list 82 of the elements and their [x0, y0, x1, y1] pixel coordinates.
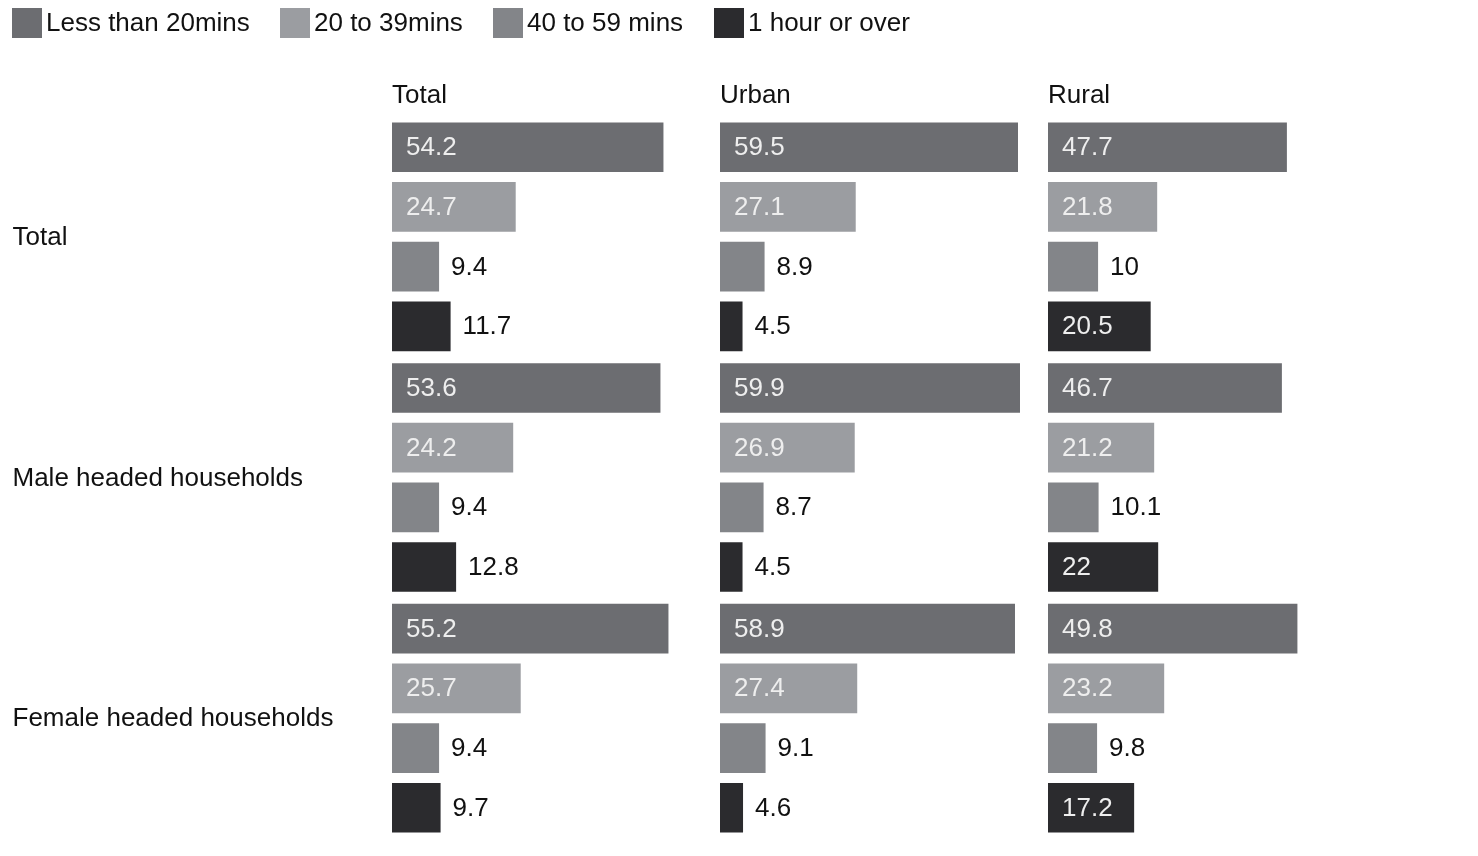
data-label: 8.7 — [775, 491, 812, 522]
data-label: 24.7 — [406, 190, 457, 221]
bar — [720, 603, 1015, 654]
data-label: 26.9 — [734, 431, 785, 462]
data-label: 10 — [1110, 250, 1140, 281]
data-label: 12.8 — [468, 551, 519, 582]
bar — [392, 723, 440, 773]
data-label: 9.1 — [777, 732, 814, 763]
data-label: 46.7 — [1062, 371, 1113, 402]
data-label: 47.7 — [1062, 131, 1113, 162]
bar — [1048, 182, 1158, 232]
bar — [1048, 542, 1159, 592]
bar — [392, 663, 521, 714]
bar — [1048, 363, 1282, 413]
data-label: 9.4 — [451, 250, 488, 281]
data-label: 17.2 — [1062, 791, 1113, 822]
bar — [392, 122, 664, 172]
bar — [720, 422, 855, 473]
data-label: 9.4 — [451, 732, 488, 763]
bar — [392, 363, 661, 413]
bar — [392, 542, 457, 592]
bar — [1048, 663, 1165, 714]
data-label: 4.5 — [754, 310, 791, 341]
data-label: 25.7 — [406, 672, 457, 703]
data-label: 21.2 — [1062, 431, 1113, 462]
bar — [720, 663, 858, 714]
bar — [720, 723, 766, 773]
data-label: 9.4 — [451, 491, 488, 522]
data-label: 59.9 — [734, 371, 785, 402]
data-label: 55.2 — [406, 612, 457, 643]
data-label: 21.8 — [1062, 190, 1113, 221]
bar — [392, 783, 441, 833]
bar — [720, 301, 743, 352]
bar — [1048, 122, 1287, 172]
legend-label: 20 to 39mins — [314, 7, 463, 37]
chart-title: Rural — [1048, 79, 1111, 109]
y-tick-label: Female headed households — [12, 702, 334, 733]
bar — [1048, 422, 1155, 473]
data-label: 27.1 — [734, 190, 785, 221]
bar — [392, 301, 451, 352]
data-label: 23.2 — [1062, 672, 1113, 703]
data-label: 20.5 — [1062, 310, 1113, 341]
y-tick-label: Male headed households — [12, 461, 304, 492]
bar — [720, 482, 764, 533]
bar — [392, 182, 516, 232]
data-label: 24.2 — [406, 431, 457, 462]
bar — [720, 783, 744, 833]
chart-title: Total — [392, 79, 447, 109]
bar — [720, 363, 1020, 413]
data-label: 4.6 — [755, 791, 792, 822]
bar — [1048, 482, 1099, 533]
data-label: 27.4 — [734, 672, 785, 703]
data-label: 53.6 — [406, 371, 457, 402]
bar — [392, 603, 669, 654]
data-label: 4.5 — [754, 551, 791, 582]
data-label: 9.8 — [1109, 732, 1146, 763]
data-label: 22 — [1062, 551, 1091, 582]
legend-label: 1 hour or over — [748, 7, 911, 37]
bar — [392, 482, 440, 533]
bar — [720, 122, 1018, 172]
data-label: 54.2 — [406, 131, 457, 162]
bar — [720, 182, 856, 232]
data-label: 59.5 — [734, 131, 785, 162]
bar — [392, 241, 440, 292]
bar — [1048, 783, 1135, 833]
data-label: 49.8 — [1062, 612, 1113, 643]
data-label: 58.9 — [734, 612, 785, 643]
data-label: 10.1 — [1110, 491, 1162, 522]
bar — [1048, 603, 1298, 654]
data-label: 9.7 — [452, 791, 489, 822]
chart-title: Urban — [720, 79, 791, 109]
data-label: 8.9 — [776, 250, 813, 281]
legend-label: Less than 20mins — [46, 7, 250, 37]
bar — [1048, 723, 1098, 773]
bar — [1048, 301, 1151, 352]
legend-label: 40 to 59 mins — [527, 7, 684, 37]
data-label: 11.7 — [462, 310, 512, 341]
bar — [720, 241, 765, 292]
y-tick-label: Total — [12, 220, 68, 251]
bar — [392, 422, 514, 473]
bar — [720, 542, 743, 592]
bar — [1048, 241, 1099, 292]
